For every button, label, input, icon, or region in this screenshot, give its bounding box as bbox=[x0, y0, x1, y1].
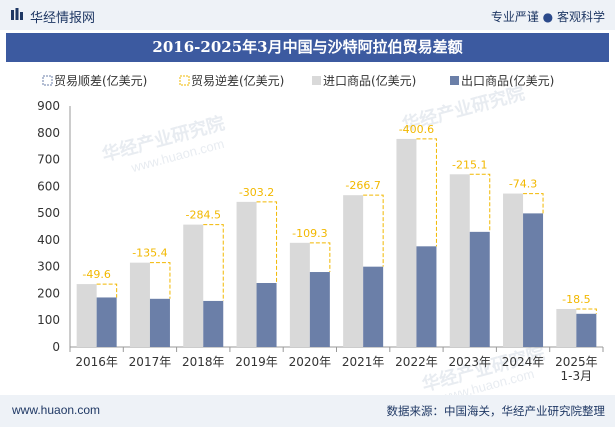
y-tick-label: 700 bbox=[37, 153, 60, 167]
bar-export bbox=[96, 297, 117, 347]
bar-export bbox=[149, 298, 170, 347]
x-tick-label: 2018年 bbox=[182, 355, 225, 369]
y-tick-label: 100 bbox=[37, 313, 60, 327]
bar-import bbox=[449, 174, 470, 347]
x-tick-label: 2016年 bbox=[75, 355, 118, 369]
chart-area: 贸易顺差(亿美元) 贸易逆差(亿美元) 进口商品(亿美元) 出口商品(亿美元) 0 100… bbox=[37, 73, 604, 383]
bar-export bbox=[469, 231, 490, 347]
brand-name: 华经情报网 bbox=[30, 11, 96, 26]
bar-export bbox=[363, 266, 384, 347]
deficit-box bbox=[203, 224, 224, 301]
balance-label: -215.1 bbox=[452, 158, 487, 171]
legend-label: 出口商品(亿美元) bbox=[461, 73, 554, 88]
balance-label: -266.7 bbox=[345, 179, 380, 192]
deficit-box bbox=[309, 242, 331, 273]
bar-import bbox=[236, 201, 257, 347]
bar-import bbox=[343, 195, 364, 347]
legend-label: 贸易顺差(亿美元) bbox=[54, 73, 147, 88]
bar-export bbox=[256, 283, 277, 347]
deficit-box bbox=[416, 138, 437, 247]
x-tick-label: 2025年 bbox=[555, 355, 598, 369]
bar-export bbox=[309, 272, 330, 347]
y-tick-label: 600 bbox=[37, 179, 60, 193]
bar-import bbox=[503, 193, 524, 347]
bar-export bbox=[203, 300, 224, 347]
balance-label: -49.6 bbox=[82, 268, 110, 281]
data-source: 数据来源：中国海关，华经产业研究院整理 bbox=[386, 404, 606, 418]
x-tick-label: 2017年 bbox=[129, 355, 172, 369]
bar-import bbox=[129, 262, 150, 347]
deficit-box bbox=[256, 201, 278, 284]
bar-export bbox=[523, 213, 544, 347]
legend-swatch-export bbox=[450, 76, 459, 85]
y-tick-label: 800 bbox=[37, 126, 60, 140]
deficit-box bbox=[149, 262, 171, 299]
x-tick-label: 2024年 bbox=[502, 355, 545, 369]
header-bar: 华经情报网 专业严谨 ● 客观科学 bbox=[0, 0, 615, 30]
balance-label: -18.5 bbox=[562, 293, 590, 306]
bar-export bbox=[416, 246, 437, 347]
legend-swatch-deficit bbox=[179, 75, 190, 86]
y-tick-label: 0 bbox=[52, 340, 60, 354]
balance-label: -109.3 bbox=[292, 227, 327, 240]
x-tick-label: 2020年 bbox=[289, 355, 332, 369]
slogan: 专业严谨 ● 客观科学 bbox=[491, 8, 605, 25]
balance-label: -74.3 bbox=[509, 178, 537, 191]
logo-icon bbox=[11, 8, 23, 20]
x-tick-label: 2021年 bbox=[342, 355, 385, 369]
y-tick-label: 400 bbox=[37, 233, 60, 247]
y-tick-label: 300 bbox=[37, 260, 60, 274]
bar-export bbox=[576, 313, 597, 347]
bar-import bbox=[76, 284, 97, 347]
slogan-left: 专业严谨 bbox=[490, 10, 539, 24]
deficit-box bbox=[469, 173, 491, 232]
legend-label: 贸易逆差(亿美元) bbox=[191, 73, 284, 88]
balance-label: -284.5 bbox=[186, 209, 221, 222]
slogan-dot: ● bbox=[542, 10, 554, 24]
legend-label: 进口商品(亿美元) bbox=[323, 73, 416, 88]
chart-title: 2016-2025年3月中国与沙特阿拉伯贸易差额 bbox=[152, 38, 463, 56]
deficit-box bbox=[523, 193, 544, 214]
balance-label: -400.6 bbox=[399, 123, 434, 136]
bar-import bbox=[289, 242, 310, 347]
y-tick-label: 200 bbox=[37, 286, 60, 300]
x-tick-label: 2022年 bbox=[395, 355, 438, 369]
title-bar: 2016-2025年3月中国与沙特阿拉伯贸易差额 bbox=[6, 33, 609, 62]
bar-import bbox=[396, 138, 417, 347]
x-tick-label: 2019年 bbox=[235, 355, 278, 369]
deficit-box bbox=[576, 308, 597, 314]
y-tick-label: 900 bbox=[37, 99, 60, 113]
legend-swatch-surplus bbox=[42, 75, 53, 86]
slogan-right: 客观科学 bbox=[556, 10, 605, 24]
footer-url: www.huaon.com bbox=[12, 403, 101, 417]
bar-import bbox=[556, 308, 577, 347]
x-tick-label: 1-3月 bbox=[561, 369, 593, 383]
legend-swatch-import bbox=[312, 76, 321, 85]
balance-label: -303.2 bbox=[239, 186, 274, 199]
deficit-box bbox=[363, 194, 384, 267]
footer-bar: www.huaon.com 数据来源：中国海关，华经产业研究院整理 bbox=[0, 395, 615, 427]
balance-label: -135.4 bbox=[132, 247, 167, 260]
y-tick-label: 500 bbox=[37, 206, 60, 220]
bar-import bbox=[183, 224, 204, 347]
deficit-box bbox=[96, 283, 118, 298]
x-tick-label: 2023年 bbox=[448, 355, 491, 369]
